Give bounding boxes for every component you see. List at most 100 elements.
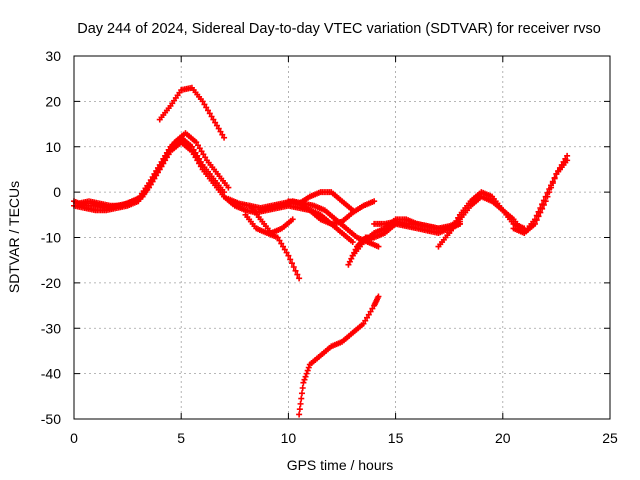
y-tick-label: -50 <box>41 411 61 427</box>
data-point <box>560 158 567 165</box>
series-arc-4 <box>156 84 228 141</box>
chart-title: Day 244 of 2024, Sidereal Day-to-day VTE… <box>77 21 601 37</box>
data-point <box>296 406 303 413</box>
data-point <box>555 167 562 174</box>
data-point <box>298 390 305 397</box>
data-point <box>157 163 164 170</box>
y-tick-label: -40 <box>41 366 61 382</box>
data-point <box>367 308 374 315</box>
data-point <box>206 110 213 117</box>
data-point <box>300 379 307 386</box>
x-tick-label: 15 <box>388 430 404 446</box>
data-point <box>215 125 222 132</box>
data-point <box>144 184 151 191</box>
data-point <box>199 98 206 105</box>
data-point <box>549 178 556 185</box>
series-arc-7 <box>242 211 303 282</box>
data-point <box>535 208 542 215</box>
data-point <box>202 154 209 161</box>
data-point <box>548 182 555 189</box>
data-point <box>212 119 219 126</box>
data-point <box>531 216 538 223</box>
x-axis-label: GPS time / hours <box>287 457 394 473</box>
data-point <box>283 249 290 256</box>
data-point <box>553 170 560 177</box>
data-point <box>556 164 563 171</box>
data-point <box>139 193 146 200</box>
data-point <box>365 311 372 318</box>
data-point <box>159 160 166 167</box>
x-tick-label: 20 <box>495 430 511 446</box>
data-point <box>299 384 306 391</box>
data-point <box>225 184 232 191</box>
data-point <box>360 320 367 327</box>
data-point <box>303 370 310 377</box>
data-point <box>305 364 312 371</box>
data-point <box>141 190 148 197</box>
data-point <box>280 243 287 250</box>
data-point <box>166 148 173 155</box>
data-point <box>542 193 549 200</box>
data-point <box>288 260 295 267</box>
data-point <box>221 134 228 141</box>
grid <box>74 56 610 419</box>
x-tick-label: 0 <box>70 430 78 446</box>
data-point <box>210 116 217 123</box>
data-point <box>162 154 169 161</box>
x-tick-label: 10 <box>281 430 297 446</box>
data-point <box>564 152 571 159</box>
data-point <box>375 243 382 250</box>
data-point <box>296 411 303 418</box>
y-tick-label: -10 <box>41 230 61 246</box>
data-point <box>169 142 176 149</box>
y-tick-label: 20 <box>45 93 61 109</box>
data-point <box>203 104 210 111</box>
data-point <box>290 263 297 270</box>
data-point <box>298 395 305 402</box>
data-point <box>369 305 376 312</box>
y-tick-label: -30 <box>41 320 61 336</box>
data-point <box>153 169 160 176</box>
data-point <box>196 160 203 167</box>
y-tick-label: -20 <box>41 275 61 291</box>
data-point <box>345 261 352 268</box>
data-point <box>278 240 285 247</box>
data-point <box>217 128 224 135</box>
y-axis-label: SDTVAR / TECUs <box>6 181 22 293</box>
data-point <box>375 293 382 300</box>
data-point <box>364 314 371 321</box>
data-point <box>205 107 211 114</box>
series-arc-17 <box>510 152 571 236</box>
series-arc-3 <box>75 130 232 209</box>
data-point <box>276 237 283 244</box>
data-point <box>198 148 205 155</box>
data-point <box>274 234 281 241</box>
data-point <box>168 145 175 152</box>
data-point <box>196 145 203 152</box>
y-tick-label: 0 <box>53 184 61 200</box>
data-point <box>143 187 150 194</box>
data-point <box>200 151 207 158</box>
data-point <box>194 157 201 164</box>
data-point <box>289 216 296 223</box>
x-tick-label: 25 <box>602 430 618 446</box>
data-point <box>562 155 569 162</box>
data-point <box>150 175 157 182</box>
data-point <box>349 239 356 246</box>
x-tick-label: 5 <box>177 430 185 446</box>
series-arc-8 <box>246 202 296 236</box>
data-point <box>296 275 303 282</box>
data-point <box>540 197 547 204</box>
data-point <box>539 201 546 208</box>
data-point <box>148 178 155 185</box>
data-point <box>546 186 553 193</box>
data-point <box>287 256 294 263</box>
data-point <box>188 148 195 155</box>
data-point <box>152 172 159 179</box>
data-point <box>558 161 565 168</box>
data-point <box>219 131 226 138</box>
data-point <box>164 151 171 158</box>
data-point <box>197 163 204 170</box>
